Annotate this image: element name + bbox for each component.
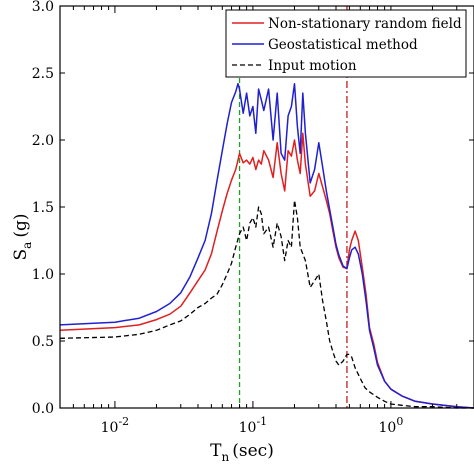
y-axis-label-unit: (g) [11,214,31,238]
legend-label-geostatistical: Geostatistical method [268,37,418,53]
y-axis-label: Sa (g) [11,214,34,261]
series-line-geostatistical [59,82,474,409]
y-axis-label-sub: a [20,242,34,249]
x-tick-label-exponent: -1 [256,415,267,428]
axis-ticks [59,5,474,409]
legend-box [225,9,467,78]
x-tick-label: 100 [379,415,404,436]
y-tick-label: 2.0 [32,133,54,149]
x-tick-label: 10-2 [101,415,130,436]
y-tick-label: 0.0 [32,401,54,417]
x-tick-label-base: 10 [239,420,257,436]
x-tick-label-exponent: 0 [396,415,403,428]
tick-labels: 0.00.51.01.52.02.53.010-2 10-1 100 [32,0,404,436]
legend-label-input-motion: Input motion [268,58,357,74]
y-tick-label: 1.5 [32,200,54,216]
x-tick-label-base: 10 [379,420,397,436]
legend-label-nonstationary: Non-stationary random field [268,16,462,32]
x-axis-label-main: T [210,441,222,461]
series-lines [59,82,474,409]
x-axis-label-unit: (sec) [232,441,274,461]
series-line-input-motion [59,199,474,409]
x-tick-label: 10-1 [239,415,268,436]
x-axis-label: Tn (sec) [210,441,274,464]
y-tick-label: 3.0 [32,0,54,15]
x-tick-label-exponent: -2 [118,415,129,428]
y-tick-label: 2.5 [32,66,54,82]
y-tick-label: 0.5 [32,334,54,350]
x-axis-label-sub: n [222,450,230,464]
legend: Non-stationary random field Geostatistic… [225,9,467,78]
x-tick-label-base: 10 [101,420,119,436]
y-tick-label: 1.0 [32,267,54,283]
series-line-nonstationary [59,132,474,409]
y-axis-label-main: S [11,249,31,261]
